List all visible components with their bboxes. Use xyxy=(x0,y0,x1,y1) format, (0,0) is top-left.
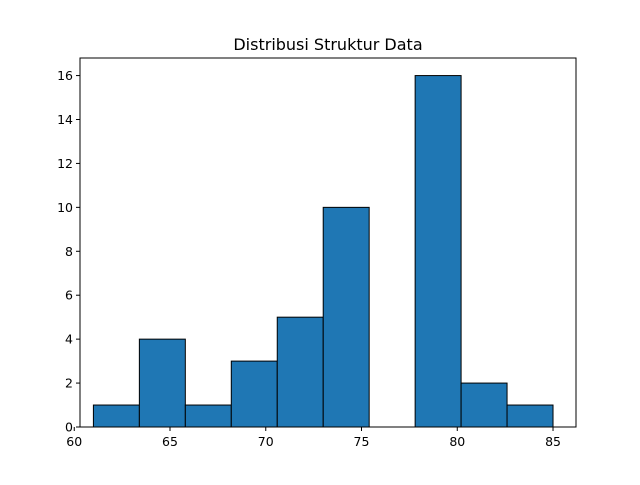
chart-title: Distribusi Struktur Data xyxy=(233,35,422,54)
y-axis-ticks: 0 2 4 6 8 10 12 14 16 xyxy=(57,68,80,435)
histogram-bar xyxy=(506,404,554,428)
x-tick-label: 70 xyxy=(258,434,274,449)
x-tick-label: 80 xyxy=(449,434,465,449)
y-tick-label: 4 xyxy=(65,332,73,347)
x-tick-label: 75 xyxy=(354,434,370,449)
bars-layer xyxy=(92,75,554,428)
x-tick-label: 60 xyxy=(66,434,82,449)
y-tick-label: 14 xyxy=(57,112,73,127)
histogram-bar xyxy=(414,75,462,428)
y-tick-label: 10 xyxy=(57,200,73,215)
plot-frame xyxy=(79,57,577,428)
x-tick-label: 85 xyxy=(545,434,561,449)
histogram-bar xyxy=(276,316,324,428)
x-tick-label: 65 xyxy=(162,434,178,449)
y-tick-label: 6 xyxy=(65,288,73,303)
y-tick-label: 2 xyxy=(65,376,73,391)
histogram-bar xyxy=(184,404,232,428)
histogram-bar xyxy=(460,382,508,428)
histogram-bar xyxy=(92,404,140,428)
y-tick-label: 0 xyxy=(65,420,73,435)
histogram-bar xyxy=(138,338,186,428)
y-tick-label: 12 xyxy=(57,156,73,171)
y-tick-label: 16 xyxy=(57,68,73,83)
histogram-bar xyxy=(322,206,370,428)
x-axis-ticks: 60 65 70 75 80 85 xyxy=(66,427,561,449)
y-tick-label: 8 xyxy=(65,244,73,259)
histogram-bar xyxy=(230,360,278,428)
